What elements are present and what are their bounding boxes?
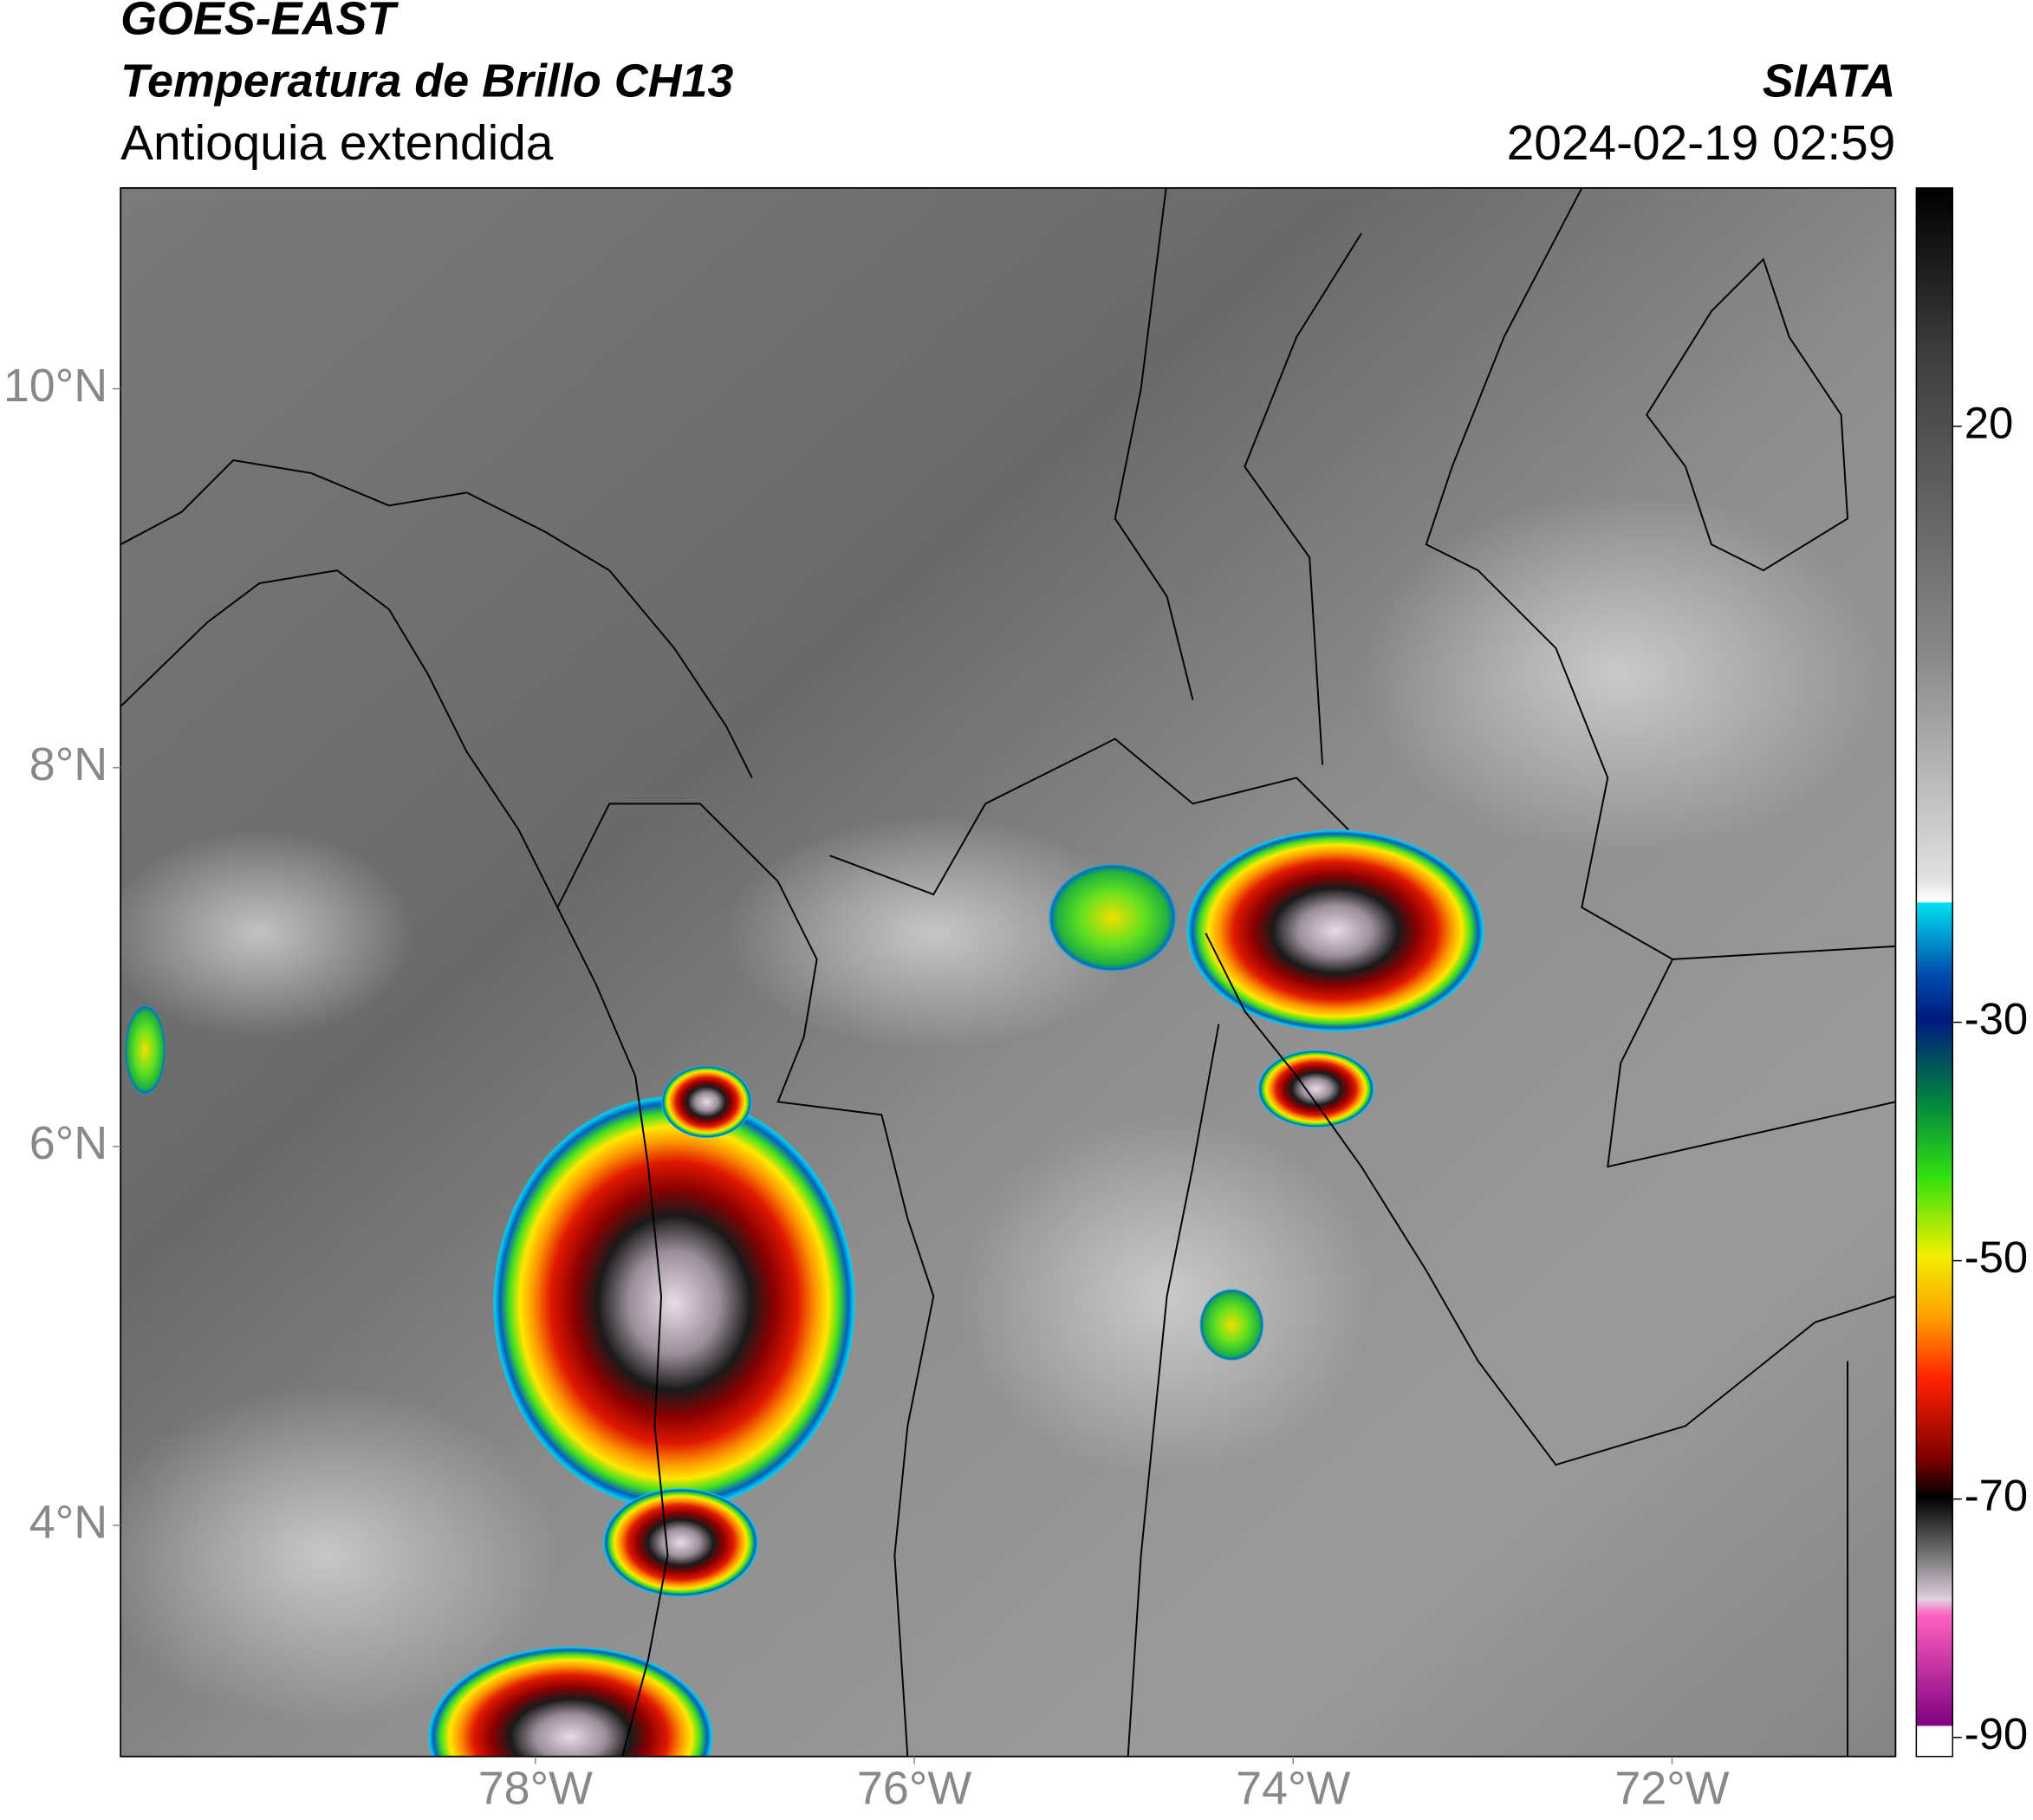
storm-cell — [1047, 863, 1178, 972]
border — [556, 187, 1896, 1757]
colorbar-tick-label: -30 — [1965, 994, 2029, 1043]
product-title: Temperatura de Brillo CH13 — [120, 55, 733, 107]
map-frame — [120, 186, 1897, 1758]
x-tick-label: 72°W — [1614, 1762, 1729, 1814]
agency-label: SIATA — [1763, 55, 1896, 107]
satellite-image — [120, 187, 1896, 1757]
cloud — [120, 829, 415, 1037]
y-tick-label: 4°N — [29, 1496, 107, 1548]
storm-cell — [1257, 1050, 1374, 1128]
y-tick-label: 6°N — [29, 1117, 107, 1169]
x-tick-label: 78°W — [478, 1762, 593, 1814]
satellite-title: GOES-EAST — [120, 0, 399, 45]
cloud — [120, 1387, 558, 1725]
storm-cell — [124, 1004, 166, 1095]
datetime-label: 2024-02-19 02:59 — [1507, 116, 1896, 171]
colorbar-tick-label: -90 — [1965, 1709, 2029, 1758]
x-tick-label: 74°W — [1236, 1762, 1350, 1814]
cloud — [725, 816, 1141, 1050]
colorbar-tick-label: 20 — [1965, 398, 2014, 447]
colorbar-tick-label: -70 — [1965, 1471, 2029, 1520]
border — [1127, 933, 1896, 1757]
colorbar — [1915, 187, 1953, 1758]
region-subtitle: Antioquia extendida — [120, 116, 554, 171]
x-tick-label: 76°W — [857, 1762, 971, 1814]
storm-cell — [427, 1646, 713, 1757]
storm-cell — [661, 1065, 752, 1139]
y-tick-label: 8°N — [29, 738, 107, 790]
storm-cell — [1198, 1288, 1264, 1362]
storm-cell — [602, 1488, 759, 1597]
storm-cell — [1185, 829, 1485, 1032]
coastline — [1645, 257, 1849, 572]
y-tick-label: 10°N — [3, 360, 107, 412]
colorbar-tick-label: -50 — [1965, 1232, 2029, 1282]
storm-cell — [492, 1095, 856, 1511]
